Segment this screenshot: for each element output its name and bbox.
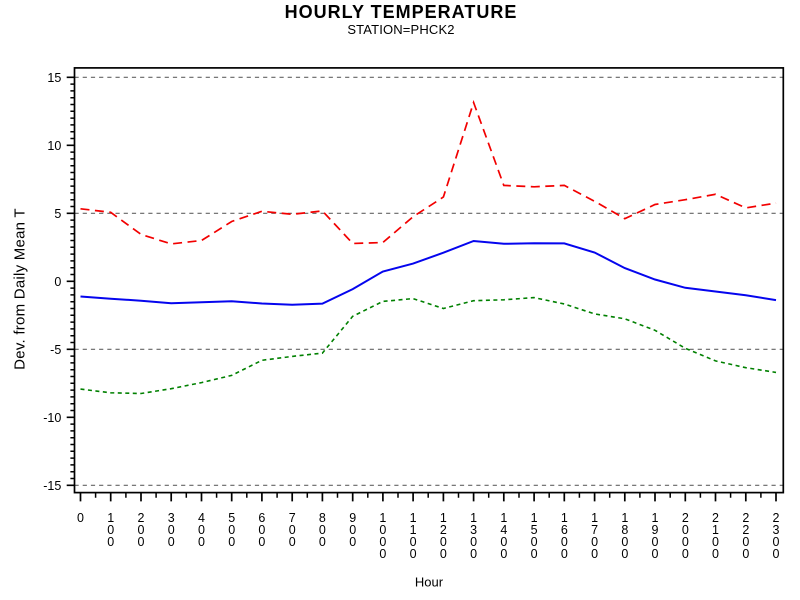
svg-text:0: 0 <box>54 275 61 289</box>
svg-text:STATION=PHCK2: STATION=PHCK2 <box>347 22 454 37</box>
svg-text:200: 200 <box>138 511 145 549</box>
svg-text:10: 10 <box>47 139 61 153</box>
svg-text:800: 800 <box>319 511 326 549</box>
svg-text:500: 500 <box>228 511 235 549</box>
svg-text:-5: -5 <box>50 343 61 357</box>
svg-text:600: 600 <box>258 511 265 549</box>
svg-text:300: 300 <box>168 511 175 549</box>
svg-text:100: 100 <box>107 511 114 549</box>
svg-text:700: 700 <box>289 511 296 549</box>
svg-text:Hour: Hour <box>415 575 444 590</box>
svg-text:-10: -10 <box>43 411 61 425</box>
svg-text:5: 5 <box>54 207 61 221</box>
svg-text:15: 15 <box>47 71 61 85</box>
svg-text:900: 900 <box>349 511 356 549</box>
svg-text:400: 400 <box>198 511 205 549</box>
svg-text:HOURLY TEMPERATURE: HOURLY TEMPERATURE <box>285 2 518 22</box>
svg-text:-15: -15 <box>43 479 61 493</box>
svg-text:0: 0 <box>77 511 84 525</box>
svg-text:Dev. from Daily Mean T: Dev. from Daily Mean T <box>12 208 29 370</box>
